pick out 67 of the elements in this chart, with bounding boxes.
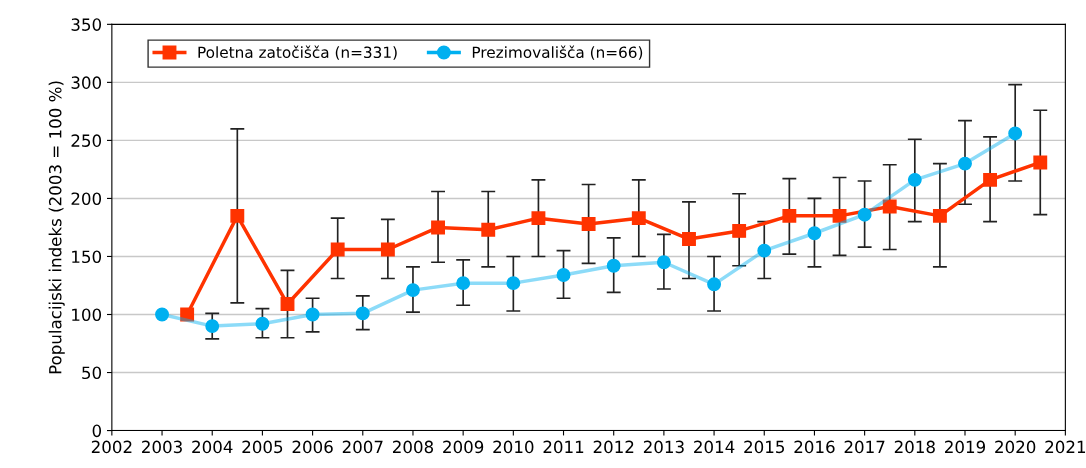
point [255,316,270,331]
point [531,211,546,226]
x-tick-label: 2016 [794,440,835,454]
x-tick-label: 2003 [142,440,182,454]
point [406,283,420,298]
point [305,307,320,322]
point [656,255,671,270]
point [155,307,169,322]
point [205,319,220,334]
point [857,207,872,222]
x-tick-label: 2010 [493,440,534,454]
point [481,222,496,237]
x-tick-label: 2002 [91,440,132,454]
x-tick-label: 2015 [744,440,785,454]
point [280,297,295,311]
x-tick-label: 2020 [995,440,1036,454]
point [506,276,521,291]
point [807,226,822,241]
point [230,208,245,223]
x-tick-label: 2013 [643,440,684,454]
x-tick-label: 2018 [894,440,935,454]
x-tick-label: 2009 [443,440,484,454]
x-tick-label: 2021 [1045,440,1086,454]
point [606,258,621,273]
y-tick-label: 150 [72,250,102,264]
point [932,208,947,223]
y-tick-label: 300 [71,76,102,89]
legend-label: Prezimovališča (n=66) [472,45,643,60]
point [832,208,847,223]
y-tick-label: 250 [71,134,102,147]
x-tick-label: 2005 [242,440,283,454]
x-tick-label: 2007 [342,440,383,454]
x-tick-label: 2008 [392,440,434,454]
point [732,223,747,238]
point [556,268,571,282]
point [380,242,395,257]
y-tick-label: 350 [71,18,102,31]
point [907,172,922,187]
point [456,276,471,291]
point [431,220,446,235]
y-tick-label: 0 [92,424,102,438]
legend-label: Poletna zatočišča (n=331) [198,45,397,60]
x-tick-label: 2014 [694,440,735,454]
point [1008,126,1023,141]
y-tick-label: 200 [71,192,102,205]
x-tick-label: 2011 [543,440,584,454]
point [707,277,722,292]
x-tick-label: 2004 [192,440,233,454]
point [631,211,646,226]
point [958,156,972,171]
x-tick-label: 2019 [945,440,986,454]
point [180,307,195,322]
point [355,306,370,321]
point [782,208,797,223]
point [882,199,897,214]
point [1033,155,1048,170]
x-tick-label: 2017 [844,440,885,454]
point [330,242,345,257]
point [757,243,772,258]
point [983,172,998,187]
x-tick-label: 2006 [292,440,333,454]
x-tick-label: 2012 [593,440,634,454]
y-tick-label: 50 [82,366,102,380]
y-axis-title: Populacijski indeks (2003 = 100 %) [48,81,65,374]
y-tick-label: 100 [72,308,102,322]
point [581,217,596,231]
point [682,232,696,246]
